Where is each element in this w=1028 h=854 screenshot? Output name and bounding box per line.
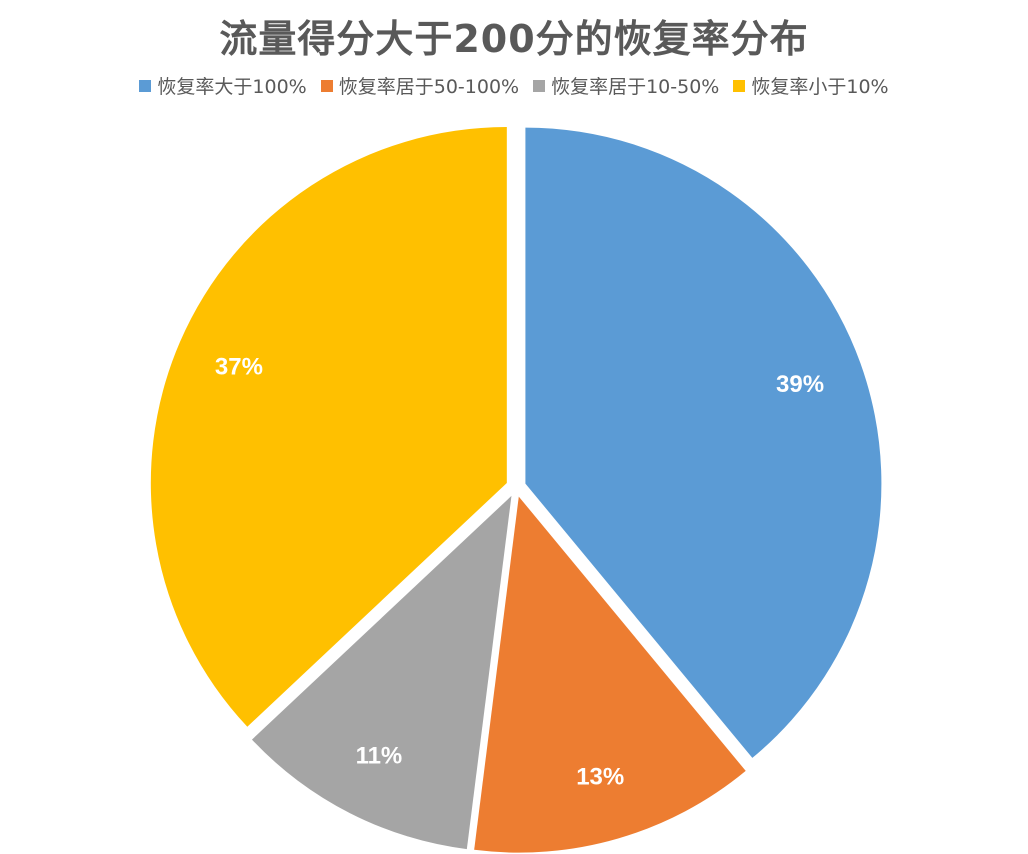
slice-data-label: 13% bbox=[576, 763, 624, 790]
slice-data-label: 11% bbox=[356, 743, 403, 770]
slice-data-label: 39% bbox=[776, 371, 824, 398]
pie-slices bbox=[151, 127, 882, 853]
slice-data-label: 37% bbox=[215, 354, 263, 381]
